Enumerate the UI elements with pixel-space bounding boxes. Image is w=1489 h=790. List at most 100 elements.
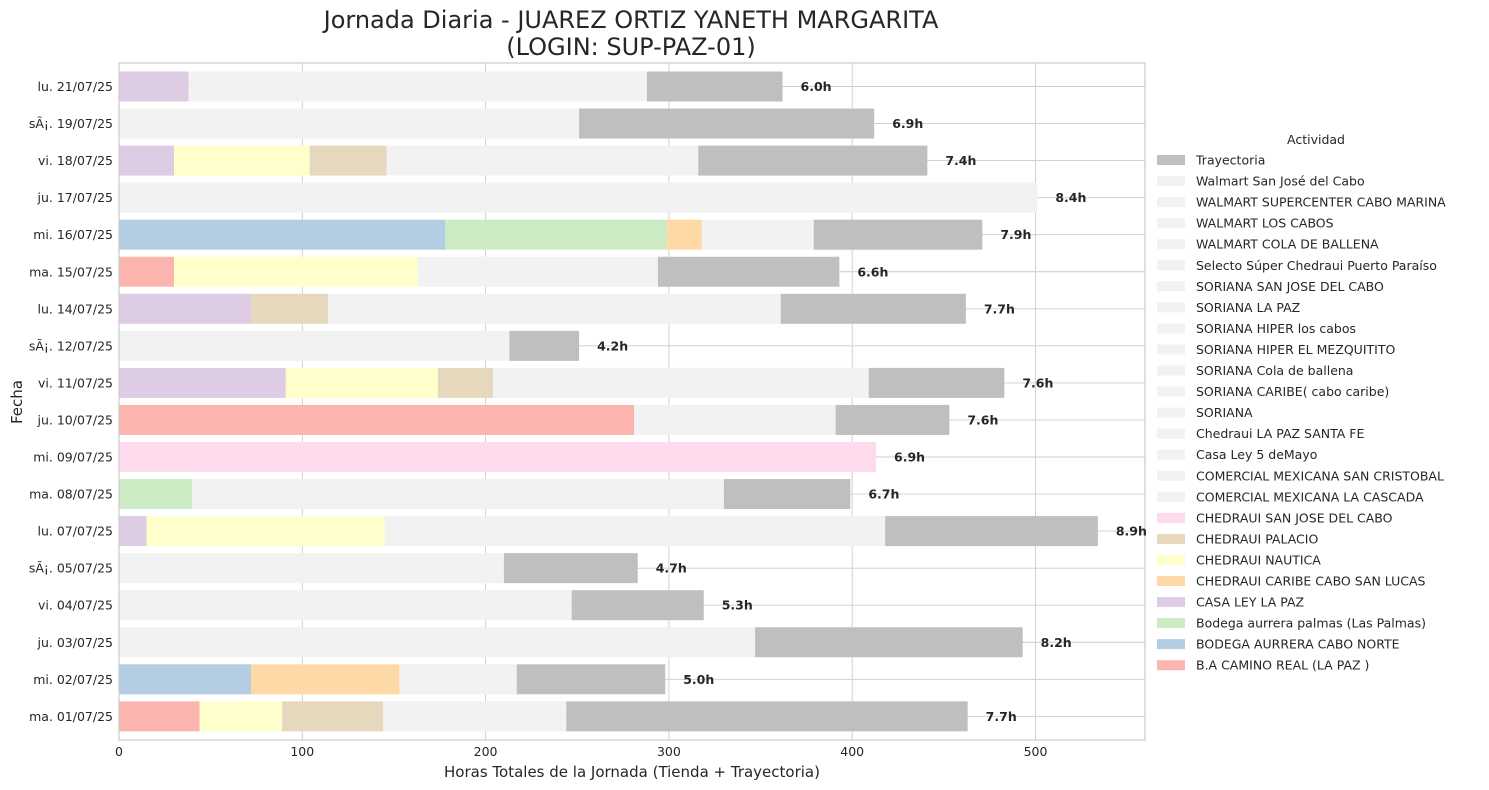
legend-label: B.A CAMINO REAL (LA PAZ ) bbox=[1196, 658, 1369, 673]
y-tick-label: ma. 01/07/25 bbox=[29, 709, 113, 724]
bar-segment bbox=[119, 330, 510, 361]
bar-segment bbox=[571, 590, 704, 621]
bar-segment bbox=[509, 330, 580, 361]
legend-swatch bbox=[1157, 407, 1185, 418]
legend-label: WALMART SUPERCENTER CABO MARINA bbox=[1196, 195, 1446, 210]
legend-swatch bbox=[1157, 323, 1185, 334]
total-label: 7.9h bbox=[1000, 227, 1031, 242]
bar-segment bbox=[285, 367, 438, 398]
y-tick-label: ju. 03/07/25 bbox=[37, 635, 113, 650]
chart-title-line2: (LOGIN: SUP-PAZ-01) bbox=[506, 33, 755, 61]
bar-segment bbox=[119, 701, 200, 732]
y-tick-label: mi. 09/07/25 bbox=[33, 450, 113, 465]
y-tick-label: ju. 17/07/25 bbox=[37, 190, 113, 205]
legend-swatch bbox=[1157, 365, 1185, 376]
bar-segment bbox=[657, 256, 840, 287]
legend-label: BODEGA AURRERA CABO NORTE bbox=[1196, 637, 1400, 652]
legend-label: SORIANA HIPER los cabos bbox=[1196, 321, 1356, 336]
legend-label: Casa Ley 5 deMayo bbox=[1196, 447, 1317, 462]
y-tick-label: vi. 18/07/25 bbox=[38, 153, 113, 168]
legend-label: CHEDRAUI CARIBE CABO SAN LUCAS bbox=[1196, 574, 1426, 589]
legend-swatch bbox=[1157, 197, 1185, 208]
legend-swatch bbox=[1157, 491, 1185, 502]
legend-label: Selecto Súper Chedraui Puerto Paraíso bbox=[1196, 258, 1437, 273]
y-tick-label: mi. 16/07/25 bbox=[33, 227, 113, 242]
y-tick-labels: lu. 21/07/25 sÃ¡. 19/07/25 vi. 18/07/25 ju.… bbox=[29, 79, 113, 724]
total-labels: 6.0h 6.9h 7.4h 8.4h 7.9h 6.6h 7.7h 4.2h 7.6h 7.6h… bbox=[597, 79, 1147, 724]
x-tick-label: 0 bbox=[115, 744, 123, 759]
y-tick-label: sÃ¡. 19/07/25 bbox=[29, 116, 113, 131]
legend-label: SORIANA Cola de ballena bbox=[1196, 363, 1353, 378]
total-label: 8.4h bbox=[1055, 190, 1086, 205]
bar-segment bbox=[667, 219, 702, 250]
legend-swatch bbox=[1157, 639, 1185, 650]
y-tick-label: mi. 02/07/25 bbox=[33, 672, 113, 687]
legend-swatch bbox=[1157, 344, 1185, 355]
bar-segment bbox=[723, 479, 851, 510]
total-label: 4.2h bbox=[597, 338, 628, 353]
legend-swatch bbox=[1157, 260, 1185, 271]
bar-segment bbox=[327, 293, 781, 324]
x-tick-label: 300 bbox=[657, 744, 681, 759]
bar-segment bbox=[119, 182, 1038, 213]
chart-title-line1: Jornada Diaria - JUAREZ ORTIZ YANETH MAR… bbox=[322, 6, 939, 34]
legend-swatch bbox=[1157, 533, 1185, 544]
bar-segment bbox=[119, 442, 877, 472]
legend-swatch bbox=[1157, 449, 1185, 460]
y-tick-label: sÃ¡. 12/07/25 bbox=[29, 338, 113, 353]
legend-swatch bbox=[1157, 470, 1185, 481]
legend-swatch bbox=[1157, 554, 1185, 565]
y-tick-label: lu. 21/07/25 bbox=[38, 79, 113, 94]
bar-segment bbox=[119, 553, 504, 584]
legend-label: SORIANA HIPER EL MEZQUITITO bbox=[1196, 342, 1395, 357]
bar-segment bbox=[119, 293, 251, 324]
legend-swatch bbox=[1157, 660, 1185, 671]
total-label: 6.9h bbox=[894, 450, 925, 465]
total-label: 7.6h bbox=[967, 412, 998, 427]
bar-segment bbox=[119, 627, 756, 658]
bars bbox=[119, 71, 1098, 732]
bar-segment bbox=[492, 367, 869, 398]
bar-segment bbox=[646, 71, 783, 102]
bar-segment bbox=[386, 145, 699, 176]
legend-label: COMERCIAL MEXICANA LA CASCADA bbox=[1196, 489, 1424, 504]
x-tick-label: 500 bbox=[1024, 744, 1048, 759]
legend-label: Chedraui LA PAZ SANTA FE bbox=[1196, 426, 1364, 441]
legend-swatch bbox=[1157, 218, 1185, 229]
legend-label: CHEDRAUI SAN JOSE DEL CABO bbox=[1196, 510, 1393, 525]
legend-swatch bbox=[1157, 386, 1185, 397]
legend-swatch bbox=[1157, 155, 1185, 165]
legend-swatch bbox=[1157, 176, 1185, 187]
bar-segment bbox=[119, 479, 193, 510]
bar-segment bbox=[119, 404, 635, 435]
total-label: 5.3h bbox=[722, 598, 753, 613]
bar-segment bbox=[119, 108, 580, 139]
bar-segment bbox=[437, 367, 493, 398]
bar-segment bbox=[634, 404, 836, 435]
legend-swatch bbox=[1157, 618, 1185, 629]
total-label: 6.7h bbox=[868, 487, 899, 502]
bar-segment bbox=[199, 701, 283, 732]
legend-swatch bbox=[1157, 576, 1185, 586]
total-label: 7.7h bbox=[984, 301, 1015, 316]
bar-segment bbox=[780, 293, 966, 324]
bar-segment bbox=[119, 71, 189, 102]
total-label: 7.4h bbox=[945, 153, 976, 168]
bar-segment bbox=[382, 701, 567, 732]
legend-label: WALMART COLA DE BALLENA bbox=[1196, 237, 1379, 252]
total-label: 4.7h bbox=[656, 561, 687, 576]
bar-segment bbox=[250, 293, 328, 324]
total-label: 7.6h bbox=[1022, 375, 1053, 390]
y-tick-label: lu. 14/07/25 bbox=[38, 301, 113, 316]
bar-segment bbox=[282, 701, 383, 732]
x-tick-label: 100 bbox=[290, 744, 314, 759]
bar-segment bbox=[119, 590, 572, 621]
total-label: 8.9h bbox=[1116, 524, 1147, 539]
bar-segment bbox=[250, 664, 400, 695]
legend-label: Bodega aurrera palmas (Las Palmas) bbox=[1196, 616, 1426, 631]
bar-segment bbox=[384, 516, 886, 547]
y-tick-label: vi. 11/07/25 bbox=[38, 375, 113, 390]
bar-segment bbox=[755, 627, 1023, 658]
total-label: 6.9h bbox=[892, 116, 923, 131]
